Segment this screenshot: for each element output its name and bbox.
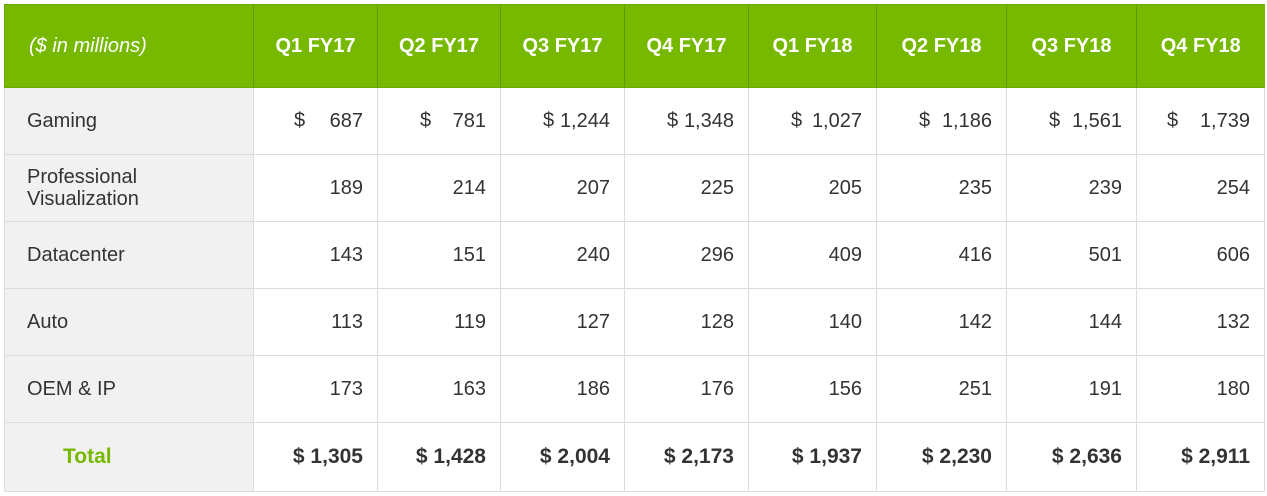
table-cell: 205 [748,154,877,222]
table-cell: 240 [500,221,625,289]
table-cell: 142 [876,288,1007,356]
table-cell: 173 [253,355,378,423]
column-header: Q4 FY18 [1136,4,1265,88]
row-label: Auto [4,288,254,356]
column-header: Q3 FY18 [1006,4,1137,88]
table-cell: 186 [500,355,625,423]
currency-symbol: $ [420,109,432,132]
revenue-by-segment-table: ($ in millions) Q1 FY17 Q2 FY17 Q3 FY17 … [4,4,1265,492]
total-label: Total [4,422,254,492]
table-cell: 156 [748,355,877,423]
cell-value: 687 [329,109,363,132]
table-cell: 251 [876,355,1007,423]
table-cell: 143 [253,221,378,289]
column-header: Q4 FY17 [624,4,749,88]
total-cell: $ 2,173 [624,422,749,492]
row-label: Gaming [4,87,254,155]
table-row-professional-visualization: Professional Visualization 189 214 207 2… [4,154,1265,222]
row-label: Datacenter [4,221,254,289]
currency-symbol: $ [791,109,803,132]
total-cell: $ 2,004 [500,422,625,492]
table-cell: 140 [748,288,877,356]
cell-value: 1,348 [683,109,734,132]
column-header: Q1 FY18 [748,4,877,88]
table-cell: 235 [876,154,1007,222]
table-cell: 189 [253,154,378,222]
total-cell: $ 2,636 [1006,422,1137,492]
currency-symbol: $ [543,109,555,132]
table-cell: 176 [624,355,749,423]
column-header: Q2 FY18 [876,4,1007,88]
currency-symbol: $ [1049,109,1061,132]
table-cell: 132 [1136,288,1265,356]
table-cell: 144 [1006,288,1137,356]
total-cell: $ 1,305 [253,422,378,492]
column-header: Q3 FY17 [500,4,625,88]
total-cell: $ 2,911 [1136,422,1265,492]
currency-symbol: $ [667,109,679,132]
table-cell: $1,348 [624,87,749,155]
table-row-gaming: Gaming $687 $781 $1,244 $1,348 $1,027 $1… [4,87,1265,155]
table-cell: 239 [1006,154,1137,222]
table-row-oem-ip: OEM & IP 173 163 186 176 156 251 191 180 [4,355,1265,423]
table-cell: $1,027 [748,87,877,155]
table-cell: $1,244 [500,87,625,155]
table-row-auto: Auto 113 119 127 128 140 142 144 132 [4,288,1265,356]
cell-value: 1,739 [1199,109,1250,132]
cell-value: 1,561 [1071,109,1122,132]
cell-value: 1,027 [811,109,862,132]
table-cell: 191 [1006,355,1137,423]
table-cell: 254 [1136,154,1265,222]
table-cell: 606 [1136,221,1265,289]
cell-value: 781 [452,109,486,132]
table-cell: 180 [1136,355,1265,423]
table-cell: 119 [377,288,501,356]
table-cell: 113 [253,288,378,356]
total-cell: $ 1,428 [377,422,501,492]
cell-value: 1,244 [559,109,610,132]
revenue-table-container: ($ in millions) Q1 FY17 Q2 FY17 Q3 FY17 … [4,4,1265,492]
cell-value: 1,186 [941,109,992,132]
table-cell: 416 [876,221,1007,289]
currency-symbol: $ [294,109,306,132]
table-cell: $1,186 [876,87,1007,155]
currency-symbol: $ [919,109,931,132]
table-cell: $781 [377,87,501,155]
currency-symbol: $ [1167,109,1179,132]
table-cell: 296 [624,221,749,289]
row-label: Professional Visualization [4,154,254,222]
total-cell: $ 2,230 [876,422,1007,492]
row-label: OEM & IP [4,355,254,423]
table-row-datacenter: Datacenter 143 151 240 296 409 416 501 6… [4,221,1265,289]
table-cell: 214 [377,154,501,222]
total-cell: $ 1,937 [748,422,877,492]
table-cell: 501 [1006,221,1137,289]
table-cell: 225 [624,154,749,222]
table-cell: 127 [500,288,625,356]
table-cell: $1,739 [1136,87,1265,155]
table-cell: $1,561 [1006,87,1137,155]
unit-label: ($ in millions) [4,4,254,88]
table-cell: $687 [253,87,378,155]
table-cell: 151 [377,221,501,289]
column-header: Q2 FY17 [377,4,501,88]
table-cell: 128 [624,288,749,356]
header-row: ($ in millions) Q1 FY17 Q2 FY17 Q3 FY17 … [4,4,1265,88]
table-cell: 207 [500,154,625,222]
table-cell: 163 [377,355,501,423]
table-row-total: Total $ 1,305 $ 1,428 $ 2,004 $ 2,173 $ … [4,422,1265,492]
table-cell: 409 [748,221,877,289]
column-header: Q1 FY17 [253,4,378,88]
